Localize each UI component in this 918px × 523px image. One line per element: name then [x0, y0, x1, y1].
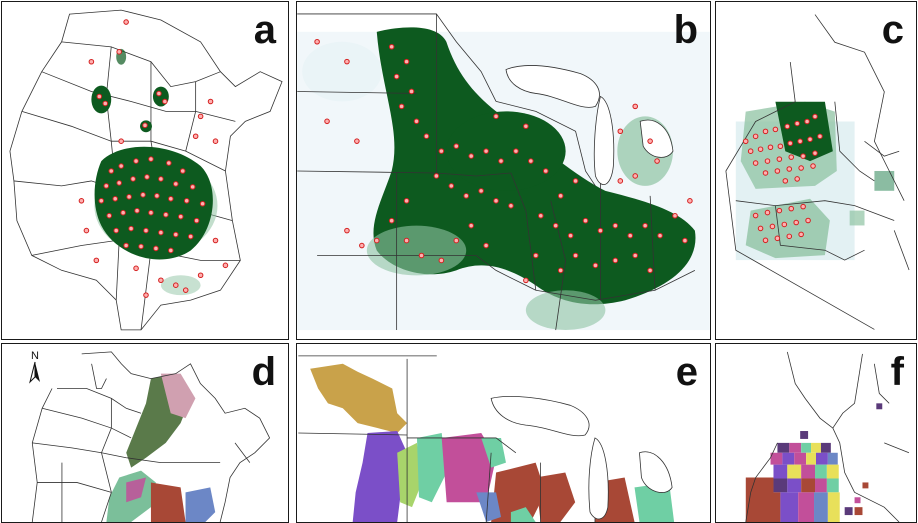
panel-c-east-africa-density-map: c [715, 1, 917, 340]
zone-pixels [745, 403, 883, 522]
panel-d-argentina-zone-map: N d [1, 343, 289, 523]
lake-huron [639, 451, 673, 493]
site-points [78, 19, 229, 298]
region-boundaries [745, 351, 910, 522]
north-arrow-icon [29, 361, 40, 384]
zone-polygons [106, 373, 216, 522]
crop-density-layer [91, 48, 218, 296]
lake-huron [639, 119, 674, 158]
site-points [314, 38, 693, 284]
panel-label-e: e [675, 350, 698, 394]
state-boundaries [298, 355, 596, 522]
state-boundaries [297, 13, 696, 331]
panel-a-argentina-density-map: a [1, 1, 289, 340]
lake-superior [490, 395, 590, 437]
panel-f-east-africa-zone-map: f [715, 343, 917, 523]
site-points [742, 113, 823, 244]
map-b [297, 13, 710, 331]
panel-e-us-midwest-zone-map: e [296, 343, 711, 523]
panel-label-f: f [890, 350, 904, 394]
zone-polygons [310, 363, 675, 522]
panel-label-d: d [251, 350, 276, 394]
lake-michigan [588, 437, 609, 520]
panel-label-c: c [881, 8, 904, 52]
panel-b-us-midwest-density-map: b [296, 1, 711, 340]
panel-label-a: a [253, 8, 276, 52]
region-boundaries [725, 14, 910, 330]
map-e [298, 355, 675, 522]
map-f [745, 351, 910, 522]
map-d [31, 351, 271, 522]
panel-label-b: b [673, 8, 698, 52]
north-arrow-label: N [31, 350, 39, 362]
map-c [725, 14, 910, 330]
map-a [9, 9, 283, 331]
north-arrow: N [24, 350, 46, 386]
lake-superior [505, 65, 600, 108]
crop-density-layer [297, 27, 710, 331]
crop-density-layer [735, 101, 895, 261]
lake-michigan [593, 95, 615, 186]
province-boundaries [31, 351, 271, 522]
